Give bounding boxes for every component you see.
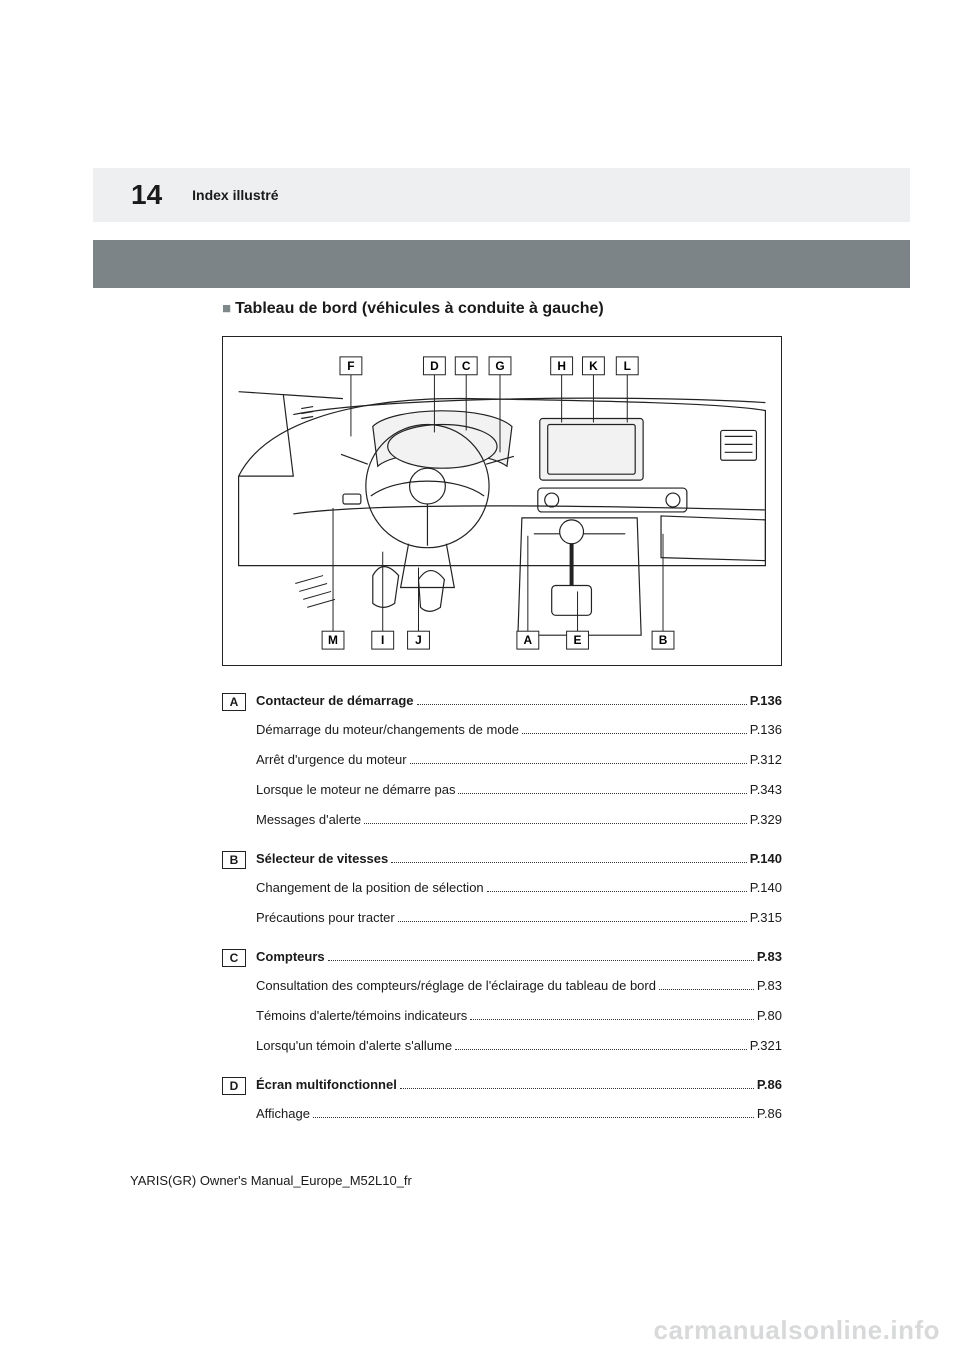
entry-C-sub-0: Consultation des compteurs/réglage de l'… [222,978,782,1008]
section-title-text: Tableau de bord (véhicules à conduite à … [235,300,604,317]
entry-A-sub-1: Arrêt d'urgence du moteurP.312 [222,752,782,782]
entry-C-head: C Compteurs P.83 [222,948,782,978]
entry-A-page: P.136 [750,693,782,708]
entry-B-page: P.140 [750,851,782,866]
marker-B: B [222,851,246,869]
label-J: J [415,633,422,647]
entry-D-page: P.86 [757,1077,782,1092]
marker-A: A [222,693,246,711]
entry-C: C Compteurs P.83 Consultation des compte… [222,948,782,1068]
entry-A-sub-3: Messages d'alerteP.329 [222,812,782,842]
entry-C-sub-1: Témoins d'alerte/témoins indicateursP.80 [222,1008,782,1038]
entry-A: A Contacteur de démarrage P.136 Démarrag… [222,692,782,842]
label-L: L [624,359,631,373]
entry-B: B Sélecteur de vitesses P.140 Changement… [222,850,782,940]
entry-B-sub-0: Changement de la position de sélectionP.… [222,880,782,910]
watermark-text: carmanualsonline.info [654,1315,940,1346]
footer-text: YARIS(GR) Owner's Manual_Europe_M52L10_f… [130,1173,412,1188]
entry-A-title: Contacteur de démarrage [256,693,414,708]
dashboard-figure: F D C G H K L [222,336,782,666]
entry-A-sub-0: Démarrage du moteur/changements de modeP… [222,722,782,752]
label-E: E [574,633,582,647]
leader-dots [417,704,747,705]
label-G: G [495,359,504,373]
entry-C-page: P.83 [757,949,782,964]
index-content: A Contacteur de démarrage P.136 Démarrag… [222,692,782,1144]
entry-B-head: B Sélecteur de vitesses P.140 [222,850,782,880]
square-bullet-icon: ■ [222,300,231,317]
entry-B-sub-1: Précautions pour tracterP.315 [222,910,782,940]
header-band: 14 Index illustré [93,168,910,222]
entry-B-title: Sélecteur de vitesses [256,851,388,866]
entry-D-sub-0: AffichageP.86 [222,1106,782,1136]
section-title: ■Tableau de bord (véhicules à conduite à… [222,300,604,318]
entry-C-sub-2: Lorsqu'un témoin d'alerte s'allumeP.321 [222,1038,782,1068]
label-A: A [524,633,533,647]
label-M: M [328,633,338,647]
label-C: C [462,359,471,373]
label-D: D [430,359,439,373]
page-number: 14 [131,179,162,211]
entry-A-sub-2: Lorsque le moteur ne démarre pasP.343 [222,782,782,812]
header-section-title: Index illustré [192,187,278,203]
entry-A-head: A Contacteur de démarrage P.136 [222,692,782,722]
entry-D-title: Écran multifonctionnel [256,1077,397,1092]
dashboard-svg: F D C G H K L [223,337,781,665]
page: 14 Index illustré ■Tableau de bord (véhi… [0,0,960,1358]
marker-C: C [222,949,246,967]
label-K: K [589,359,598,373]
label-B: B [659,633,668,647]
entry-D: D Écran multifonctionnel P.86 AffichageP… [222,1076,782,1136]
label-H: H [557,359,566,373]
section-gray-bar [93,240,910,288]
marker-D: D [222,1077,246,1095]
label-I: I [381,633,384,647]
entry-C-title: Compteurs [256,949,325,964]
entry-D-head: D Écran multifonctionnel P.86 [222,1076,782,1106]
label-F: F [347,359,354,373]
